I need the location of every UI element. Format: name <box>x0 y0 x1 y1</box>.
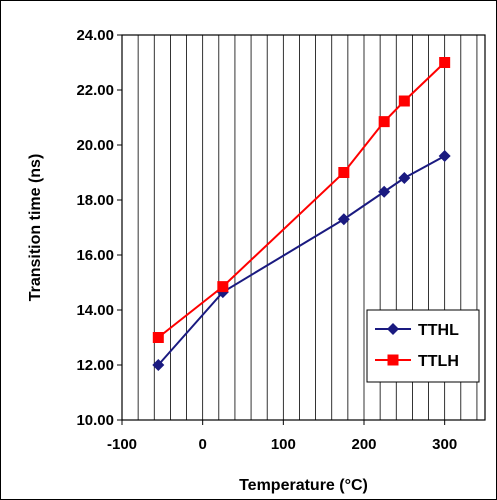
y-tick-label: 18.00 <box>76 192 114 209</box>
series-tthl <box>152 150 451 371</box>
legend-label-tthl: TTHL <box>418 322 459 339</box>
legend-label-ttlh: TTLH <box>418 353 459 370</box>
series-ttlh-point <box>338 167 350 178</box>
y-tick-label: 24.00 <box>76 27 114 44</box>
legend-box <box>366 309 480 383</box>
x-axis-ticks: -100 0 100 200 300 <box>107 420 457 453</box>
y-tick-label: 10.00 <box>76 412 114 429</box>
series-tthl-point <box>152 359 165 371</box>
series-tthl-point <box>337 213 350 226</box>
plot-area <box>121 34 486 421</box>
series-ttlh-point <box>398 95 410 107</box>
series-tthl-line <box>157 155 446 366</box>
x-tick-label: 100 <box>271 436 296 453</box>
series-tthl-point <box>378 185 391 198</box>
series-group <box>152 57 451 371</box>
series-tthl-point <box>438 150 451 162</box>
series-ttlh-point <box>378 116 390 128</box>
series-ttlh <box>152 57 451 343</box>
series-tthl-point <box>398 172 411 184</box>
y-tick-label: 20.00 <box>76 137 114 154</box>
x-axis-label: Temperature (°C) <box>239 477 368 494</box>
y-tick-label: 22.00 <box>76 82 114 99</box>
legend-marker-tthl <box>387 323 399 335</box>
x-tick-label: -100 <box>107 436 137 453</box>
y-axis-label: Transition time (ns) <box>27 154 44 302</box>
series-ttlh-point <box>439 57 451 68</box>
x-tick-label: 0 <box>198 436 206 453</box>
y-tick-label: 12.00 <box>76 357 114 374</box>
series-ttlh-line <box>157 61 446 339</box>
series-ttlh-point <box>217 281 229 293</box>
y-axis-ticks: 10.00 12.00 14.00 16.00 18.00 20.00 22.00 24.00 <box>76 27 122 429</box>
series-ttlh-point <box>152 332 164 343</box>
legend: TTHL TTLH <box>366 309 480 383</box>
y-tick-label: 16.00 <box>76 247 114 264</box>
x-tick-label: 200 <box>351 436 376 453</box>
grid-lines <box>137 35 478 420</box>
x-tick-label: 300 <box>432 436 457 453</box>
y-tick-label: 14.00 <box>76 302 114 319</box>
legend-marker-ttlh <box>387 354 399 366</box>
